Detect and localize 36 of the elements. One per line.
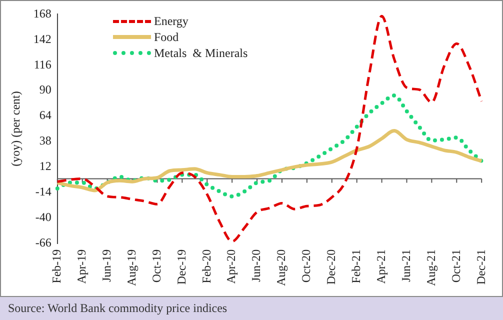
x-tick-label: Aug-19 <box>124 249 138 286</box>
legend-label: Food <box>154 30 179 44</box>
x-tick-label: Jun-20 <box>249 249 264 282</box>
x-tick-label: Feb-19 <box>50 249 64 284</box>
y-tick-label: -40 <box>35 210 52 224</box>
y-tick-label: -66 <box>35 235 52 250</box>
x-tick-label: Oct-19 <box>149 249 164 283</box>
x-tick-label: Dec-20 <box>324 249 338 285</box>
y-tick-label: 142 <box>33 32 52 46</box>
x-tick-label: Aug-21 <box>424 249 438 286</box>
line-series <box>56 128 484 192</box>
x-tick-label: Apr-21 <box>374 249 388 284</box>
x-tick-label: Dec-19 <box>174 249 188 285</box>
x-tick-label: Dec-21 <box>474 249 488 285</box>
y-tick-label: 38 <box>39 134 52 148</box>
y-tick-label: 12 <box>39 159 52 174</box>
x-tick-label: Apr-19 <box>74 249 89 284</box>
y-tick-label: 116 <box>34 57 52 72</box>
x-tick-label: Apr-20 <box>224 249 238 284</box>
y-tick-label: 64 <box>39 108 52 122</box>
line-series <box>55 93 484 198</box>
source-note: Source: World Bank commodity price indices <box>0 297 503 320</box>
y-tick-label: 90 <box>39 82 52 97</box>
line-series <box>56 14 483 243</box>
x-tick-label: Aug-20 <box>274 249 288 286</box>
y-tick-label: 168 <box>33 6 52 20</box>
y-tick-label: -14 <box>35 184 52 199</box>
x-tick-label: Feb-21 <box>348 249 363 284</box>
x-tick-label: Jun-19 <box>99 249 114 282</box>
legend-label: Energy <box>154 14 188 28</box>
x-tick-label: Oct-20 <box>299 249 314 283</box>
x-tick-label: Oct-21 <box>448 249 463 283</box>
legend-label: Metals & Minerals <box>154 46 248 60</box>
x-tick-label: Jun-21 <box>398 249 413 282</box>
x-tick-label: Feb-20 <box>199 249 214 284</box>
y-axis-title: (yoy) (per cent) <box>8 91 22 166</box>
